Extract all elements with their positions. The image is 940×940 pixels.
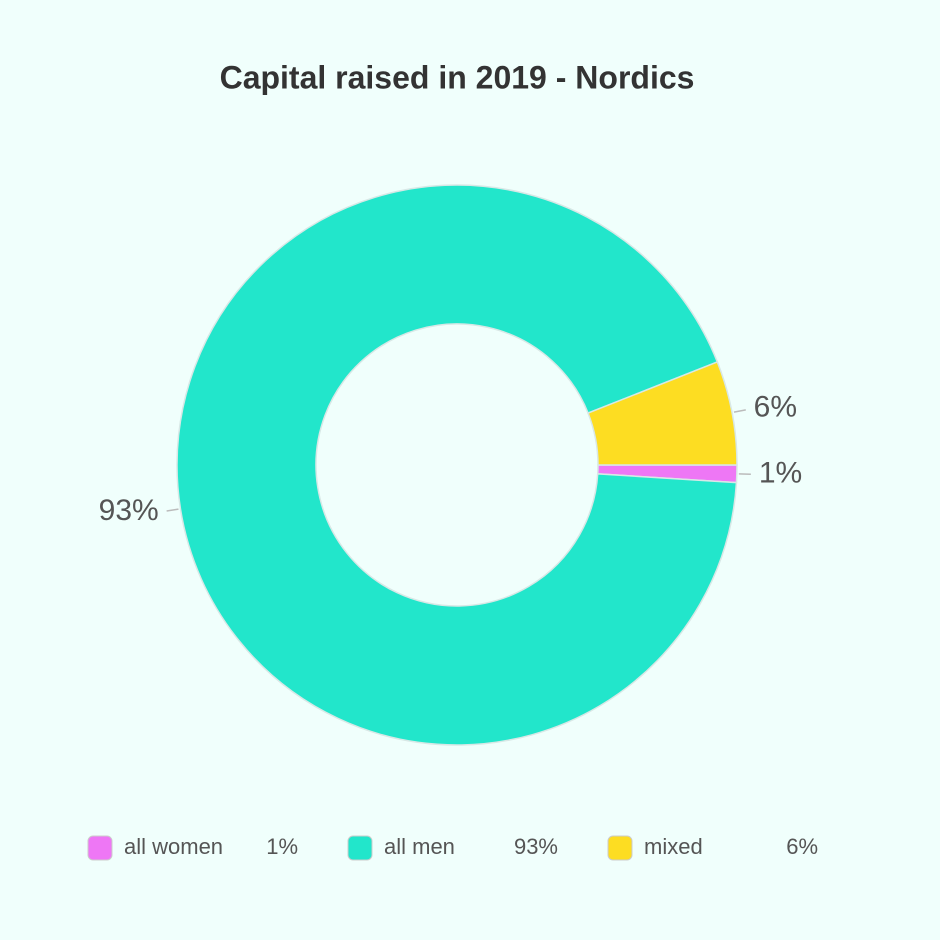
legend-swatch: [607, 835, 633, 861]
data-label: 1%: [759, 456, 802, 489]
legend-value: 93%: [514, 834, 558, 859]
data-label: 93%: [99, 494, 159, 527]
chart-title: Capital raised in 2019 - Nordics: [220, 59, 695, 95]
leader-line: [733, 409, 746, 413]
legend-value: 1%: [266, 834, 298, 859]
data-label: 6%: [754, 390, 797, 423]
legend-swatch: [347, 835, 373, 861]
legend-label: all men: [384, 834, 455, 859]
legend-label: all women: [124, 834, 223, 859]
donut-slice: [587, 360, 738, 466]
legend-value: 6%: [786, 834, 818, 859]
legend-swatch: [87, 835, 113, 861]
leader-line: [166, 508, 179, 512]
donut-slice: [176, 184, 738, 746]
legend-label: mixed: [644, 834, 703, 859]
